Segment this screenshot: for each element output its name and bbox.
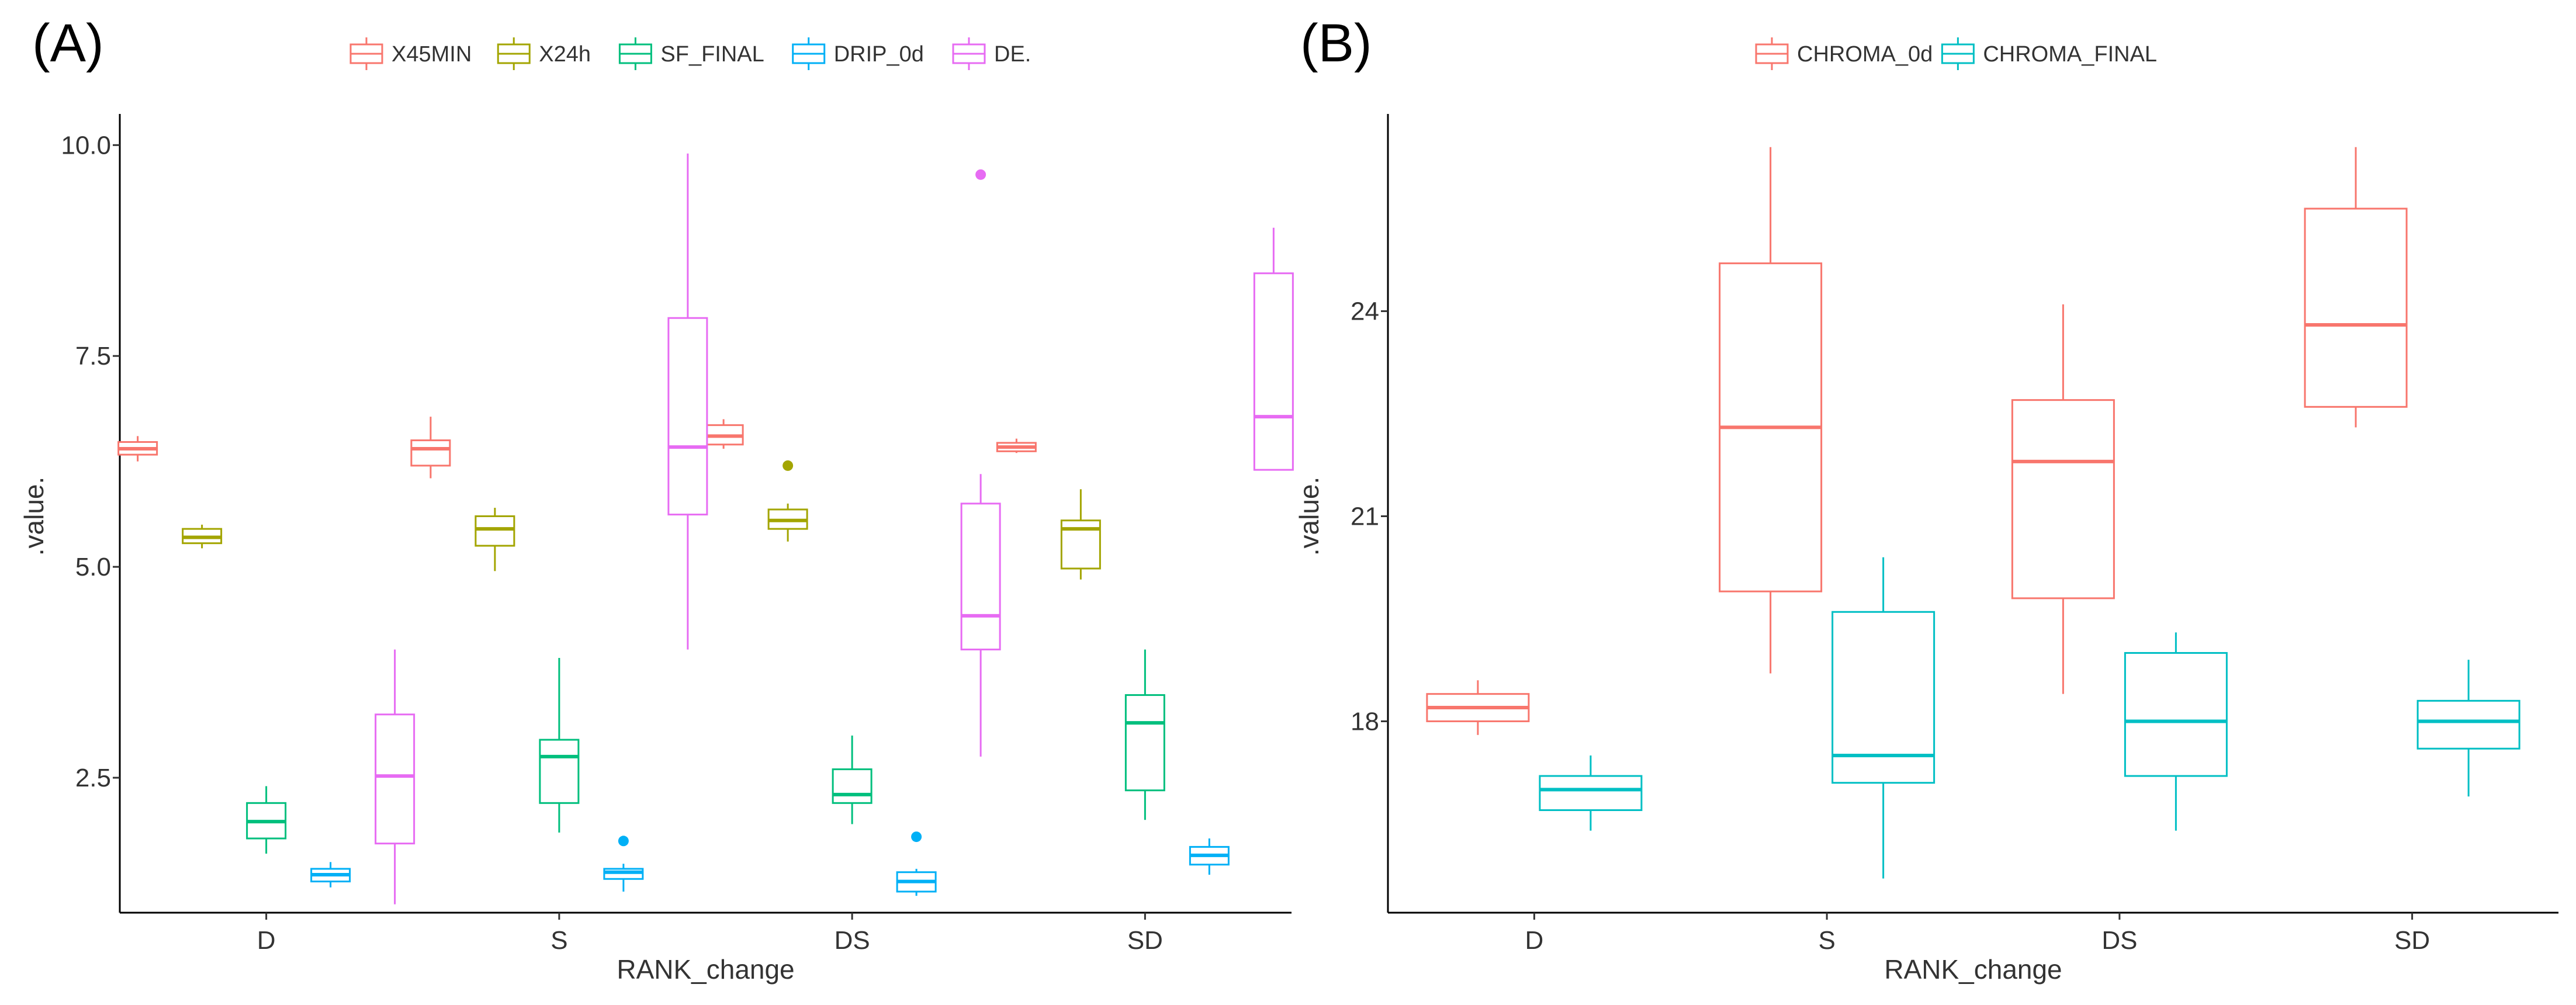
legend-label: SF_FINAL	[660, 42, 764, 67]
y-tick-label: 18	[1351, 707, 1379, 736]
x-tick-label: D	[257, 926, 276, 955]
box-DE.-S	[667, 317, 708, 516]
box-DE.-SD	[1253, 272, 1294, 471]
y-tick-label: 21	[1351, 503, 1379, 531]
box-CHROMA_FINAL-DS	[2124, 651, 2228, 777]
legend-label: CHROMA_0d	[1797, 42, 1933, 67]
y-tick-label: 7.5	[75, 342, 111, 370]
x-axis-title: RANK_change	[617, 954, 794, 985]
box-CHROMA_FINAL-SD	[2416, 699, 2520, 750]
panel-label: (B)	[1300, 13, 1372, 73]
box-DE.-D	[375, 713, 416, 845]
outlier-point	[618, 836, 629, 847]
outlier-point	[783, 460, 794, 471]
y-axis-title: .value.	[19, 477, 49, 556]
box-CHROMA_0d-DS	[2011, 399, 2115, 599]
legend-label: X24h	[539, 42, 591, 67]
x-tick-label: S	[550, 926, 567, 955]
x-axis-title: RANK_change	[1884, 954, 2062, 985]
x-tick-label: S	[1818, 926, 1835, 955]
panel-a-chart: (A)2.55.07.510.0D S DS SDRANK_change.value.…	[19, 13, 1294, 985]
box-SF_FINAL-DS	[832, 768, 872, 804]
outlier-point	[911, 831, 922, 843]
y-tick-label: 2.5	[75, 764, 111, 792]
x-tick-label: SD	[2394, 926, 2430, 955]
outlier-point	[975, 169, 986, 180]
box-X24h-S	[475, 515, 515, 547]
legend-label: DRIP_0d	[834, 42, 924, 67]
x-tick-label: DS	[835, 926, 870, 955]
legend-label: DE.	[994, 42, 1031, 67]
box-CHROMA_FINAL-D	[1539, 775, 1643, 812]
box-CHROMA_0d-SD	[2304, 207, 2408, 408]
y-tick-label: 5.0	[75, 553, 111, 581]
x-tick-label: DS	[2101, 926, 2137, 955]
box-X45MIN-S	[410, 439, 451, 467]
y-tick-label: 10.0	[61, 131, 111, 160]
x-tick-label: SD	[1127, 926, 1163, 955]
x-tick-label: D	[1525, 926, 1543, 955]
box-SF_FINAL-SD	[1124, 694, 1165, 792]
y-axis-title: .value.	[1294, 477, 1324, 556]
box-SF_FINAL-S	[539, 739, 580, 804]
box-DE.-DS	[960, 503, 1001, 651]
legend-label: X45MIN	[392, 42, 472, 67]
y-tick-label: 24	[1351, 297, 1379, 326]
legend-label: CHROMA_FINAL	[1983, 42, 2157, 67]
panel-label: (A)	[32, 13, 104, 73]
